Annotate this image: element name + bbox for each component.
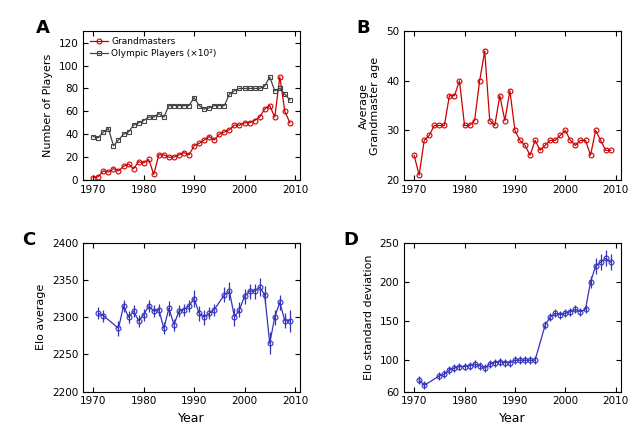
Olympic Players (×10²) xyxy=(256,86,264,91)
Grandmasters xyxy=(221,129,228,135)
Grandmasters xyxy=(230,122,238,128)
Olympic Players (×10²) xyxy=(225,92,233,97)
Olympic Players (×10²) xyxy=(185,103,193,108)
Grandmasters xyxy=(276,74,284,80)
Text: A: A xyxy=(35,19,49,37)
Olympic Players (×10²) xyxy=(104,126,112,131)
Olympic Players (×10²) xyxy=(200,106,208,112)
Olympic Players (×10²) xyxy=(109,143,117,148)
Grandmasters xyxy=(216,132,223,137)
Grandmasters xyxy=(115,168,122,174)
Y-axis label: Elo average: Elo average xyxy=(36,284,47,350)
X-axis label: Year: Year xyxy=(499,412,525,425)
Olympic Players (×10²) xyxy=(165,103,173,108)
Text: B: B xyxy=(356,19,370,37)
Grandmasters xyxy=(190,143,198,148)
Grandmasters xyxy=(155,152,163,158)
Grandmasters xyxy=(109,166,117,171)
Y-axis label: Average
Grandmaster age: Average Grandmaster age xyxy=(359,57,381,155)
Olympic Players (×10²) xyxy=(266,74,273,80)
Grandmasters xyxy=(205,134,213,139)
Olympic Players (×10²) xyxy=(276,86,284,91)
Olympic Players (×10²) xyxy=(211,103,218,108)
Olympic Players (×10²) xyxy=(90,134,97,139)
Grandmasters xyxy=(100,168,108,174)
Olympic Players (×10²) xyxy=(281,92,289,97)
Olympic Players (×10²) xyxy=(140,118,148,123)
Grandmasters xyxy=(140,160,148,166)
Grandmasters xyxy=(246,120,253,125)
Grandmasters xyxy=(180,150,188,155)
Olympic Players (×10²) xyxy=(216,103,223,108)
Olympic Players (×10²) xyxy=(145,114,152,120)
Grandmasters xyxy=(200,138,208,143)
Olympic Players (×10²) xyxy=(115,138,122,143)
Grandmasters xyxy=(256,114,264,120)
Grandmasters xyxy=(160,152,168,158)
Grandmasters xyxy=(185,152,193,158)
Olympic Players (×10²) xyxy=(150,114,157,120)
Olympic Players (×10²) xyxy=(230,88,238,93)
Grandmasters xyxy=(236,122,243,128)
Olympic Players (×10²) xyxy=(135,120,143,125)
Grandmasters xyxy=(175,152,183,158)
Grandmasters xyxy=(145,157,152,162)
Olympic Players (×10²) xyxy=(100,129,108,135)
Olympic Players (×10²) xyxy=(251,86,259,91)
Line: Grandmasters: Grandmasters xyxy=(91,75,292,180)
Grandmasters xyxy=(261,106,269,112)
Grandmasters xyxy=(125,162,132,167)
Grandmasters xyxy=(241,120,248,125)
X-axis label: Year: Year xyxy=(179,412,205,425)
Olympic Players (×10²) xyxy=(190,95,198,100)
Olympic Players (×10²) xyxy=(261,84,269,89)
Legend: Grandmasters, Olympic Players (×10²): Grandmasters, Olympic Players (×10²) xyxy=(88,36,218,60)
Text: C: C xyxy=(22,231,36,249)
Text: D: D xyxy=(343,231,358,249)
Olympic Players (×10²) xyxy=(130,122,138,128)
Olympic Players (×10²) xyxy=(160,114,168,120)
Y-axis label: Number of Players: Number of Players xyxy=(43,54,53,157)
Olympic Players (×10²) xyxy=(155,111,163,116)
Grandmasters xyxy=(251,118,259,123)
Grandmasters xyxy=(90,175,97,181)
Olympic Players (×10²) xyxy=(195,103,203,108)
Grandmasters xyxy=(266,103,273,108)
Grandmasters xyxy=(135,159,143,165)
Olympic Players (×10²) xyxy=(236,86,243,91)
Grandmasters xyxy=(95,174,102,179)
Grandmasters xyxy=(211,138,218,143)
Grandmasters xyxy=(165,154,173,160)
Olympic Players (×10²) xyxy=(221,103,228,108)
Olympic Players (×10²) xyxy=(286,97,294,102)
Grandmasters xyxy=(150,172,157,177)
Grandmasters xyxy=(271,114,278,120)
Olympic Players (×10²) xyxy=(180,103,188,108)
Grandmasters xyxy=(170,154,178,160)
Y-axis label: Elo standard deviation: Elo standard deviation xyxy=(364,255,374,380)
Grandmasters xyxy=(195,141,203,146)
Olympic Players (×10²) xyxy=(120,132,127,137)
Olympic Players (×10²) xyxy=(205,105,213,111)
Grandmasters xyxy=(225,127,233,132)
Olympic Players (×10²) xyxy=(271,88,278,93)
Olympic Players (×10²) xyxy=(175,103,183,108)
Grandmasters xyxy=(286,120,294,125)
Grandmasters xyxy=(120,164,127,169)
Grandmasters xyxy=(104,170,112,175)
Olympic Players (×10²) xyxy=(95,135,102,140)
Line: Olympic Players (×10²): Olympic Players (×10²) xyxy=(91,75,292,148)
Grandmasters xyxy=(130,166,138,171)
Olympic Players (×10²) xyxy=(170,103,178,108)
Olympic Players (×10²) xyxy=(241,86,248,91)
Grandmasters xyxy=(281,109,289,114)
Olympic Players (×10²) xyxy=(125,129,132,135)
Olympic Players (×10²) xyxy=(246,86,253,91)
